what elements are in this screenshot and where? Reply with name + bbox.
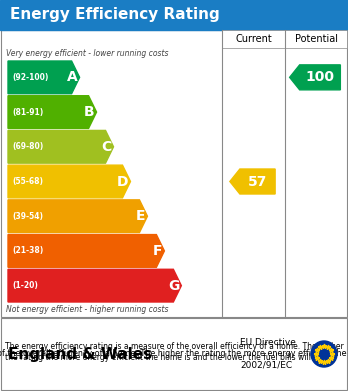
Text: (92-100): (92-100) bbox=[12, 73, 48, 82]
Text: The energy efficiency rating is a measure of the overall efficiency of a home. T: The energy efficiency rating is a measur… bbox=[5, 342, 344, 362]
Polygon shape bbox=[290, 65, 340, 90]
Text: (69-80): (69-80) bbox=[12, 142, 43, 151]
Text: E: E bbox=[136, 209, 145, 223]
Polygon shape bbox=[8, 235, 164, 267]
Text: (55-68): (55-68) bbox=[12, 177, 43, 186]
Text: Energy Efficiency Rating: Energy Efficiency Rating bbox=[10, 7, 220, 23]
Bar bbox=[1, 318, 347, 390]
Text: B: B bbox=[84, 105, 95, 119]
Text: (81-91): (81-91) bbox=[12, 108, 43, 117]
Polygon shape bbox=[8, 165, 130, 198]
Bar bbox=[222, 30, 285, 48]
Polygon shape bbox=[8, 96, 96, 128]
Text: (1-20): (1-20) bbox=[12, 281, 38, 290]
Text: A: A bbox=[67, 70, 78, 84]
Circle shape bbox=[311, 341, 337, 367]
FancyBboxPatch shape bbox=[1, 318, 347, 390]
Text: EU Directive: EU Directive bbox=[240, 338, 296, 347]
Text: D: D bbox=[117, 174, 128, 188]
Polygon shape bbox=[8, 200, 148, 233]
Text: The energy efficiency rating is a measure of the overall efficiency of a home. T: The energy efficiency rating is a measur… bbox=[0, 350, 348, 359]
Text: 57: 57 bbox=[248, 174, 267, 188]
Polygon shape bbox=[230, 169, 275, 194]
Bar bbox=[285, 30, 347, 48]
Text: (21-38): (21-38) bbox=[12, 246, 43, 255]
Text: Not energy efficient - higher running costs: Not energy efficient - higher running co… bbox=[6, 305, 168, 314]
Text: G: G bbox=[168, 279, 179, 292]
Polygon shape bbox=[8, 269, 181, 302]
Text: Current: Current bbox=[235, 34, 272, 44]
Text: (39-54): (39-54) bbox=[12, 212, 43, 221]
Text: 100: 100 bbox=[306, 70, 334, 84]
Polygon shape bbox=[8, 61, 80, 94]
Bar bbox=[0, 0, 348, 30]
Text: England & Wales: England & Wales bbox=[8, 346, 152, 362]
Text: Potential: Potential bbox=[294, 34, 338, 44]
Text: Very energy efficient - lower running costs: Very energy efficient - lower running co… bbox=[6, 50, 168, 59]
Text: F: F bbox=[153, 244, 163, 258]
Text: C: C bbox=[101, 140, 111, 154]
Text: 2002/91/EC: 2002/91/EC bbox=[240, 361, 292, 369]
Bar bbox=[1, 30, 347, 317]
Polygon shape bbox=[8, 131, 113, 163]
